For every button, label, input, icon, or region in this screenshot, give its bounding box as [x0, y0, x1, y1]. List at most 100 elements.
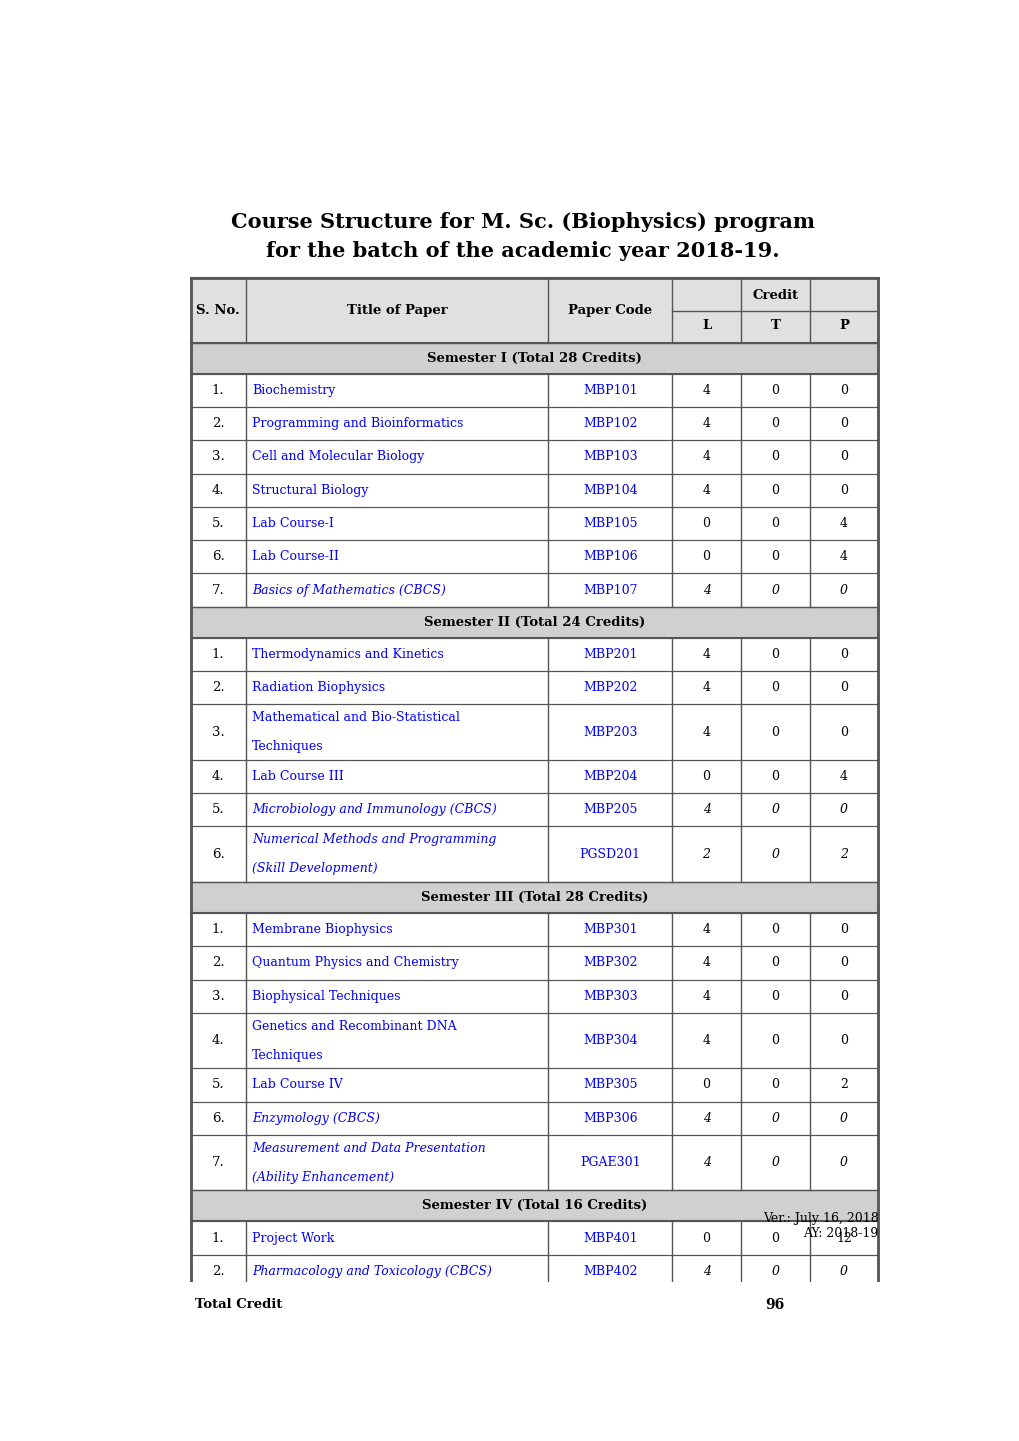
- Text: 0: 0: [702, 550, 710, 563]
- Text: 2.: 2.: [212, 957, 224, 970]
- Text: 0: 0: [770, 990, 779, 1003]
- Text: 0: 0: [770, 803, 779, 816]
- Text: 4: 4: [702, 726, 710, 739]
- Text: 0: 0: [770, 957, 779, 970]
- Text: 3.: 3.: [212, 726, 224, 739]
- Text: 0: 0: [840, 1112, 847, 1125]
- Text: MBP203: MBP203: [583, 726, 637, 739]
- Text: 3.: 3.: [212, 451, 224, 464]
- Text: MBP104: MBP104: [583, 484, 637, 497]
- Text: Pharmacology and Toxicology (CBCS): Pharmacology and Toxicology (CBCS): [252, 1265, 491, 1278]
- Text: 0: 0: [840, 451, 847, 464]
- Text: MBP103: MBP103: [583, 451, 637, 464]
- Text: Title of Paper: Title of Paper: [346, 304, 447, 317]
- Text: for the batch of the academic year 2018-19.: for the batch of the academic year 2018-…: [266, 241, 779, 261]
- Text: Lab Course-I: Lab Course-I: [252, 517, 333, 530]
- Text: MBP201: MBP201: [583, 648, 637, 661]
- Text: (Skill Development): (Skill Development): [252, 862, 377, 875]
- Text: MBP302: MBP302: [583, 957, 637, 970]
- Text: 4: 4: [702, 648, 710, 661]
- Text: Thermodynamics and Kinetics: Thermodynamics and Kinetics: [252, 648, 443, 661]
- Text: Genetics and Recombinant DNA: Genetics and Recombinant DNA: [252, 1020, 457, 1033]
- Text: 0: 0: [770, 418, 779, 431]
- Text: 4.: 4.: [212, 1035, 224, 1048]
- Text: 0: 0: [770, 924, 779, 937]
- Text: Structural Biology: Structural Biology: [252, 484, 368, 497]
- Text: 1.: 1.: [212, 1232, 224, 1245]
- Text: Lab Course-II: Lab Course-II: [252, 550, 338, 563]
- Text: 0: 0: [770, 648, 779, 661]
- Bar: [191, 607, 877, 638]
- Text: MBP205: MBP205: [583, 803, 637, 816]
- Text: Programming and Bioinformatics: Programming and Bioinformatics: [252, 418, 463, 431]
- Text: Membrane Biophysics: Membrane Biophysics: [252, 924, 392, 937]
- Text: 0: 0: [770, 383, 779, 396]
- Text: 0: 0: [840, 648, 847, 661]
- Text: T: T: [769, 318, 780, 331]
- Text: 0: 0: [770, 769, 779, 782]
- Text: 2.: 2.: [212, 682, 224, 695]
- Text: MBP102: MBP102: [583, 418, 637, 431]
- Text: 2: 2: [840, 847, 847, 860]
- Text: 5.: 5.: [212, 803, 224, 816]
- Text: P: P: [839, 318, 848, 331]
- Text: 0: 0: [840, 1156, 847, 1169]
- Text: MBP401: MBP401: [583, 1232, 637, 1245]
- Text: 0: 0: [840, 584, 847, 597]
- Text: 0: 0: [702, 1078, 710, 1091]
- Text: 0: 0: [770, 726, 779, 739]
- Text: 4: 4: [702, 990, 710, 1003]
- Text: 0: 0: [770, 584, 779, 597]
- Text: 4: 4: [702, 1112, 710, 1125]
- Text: 0: 0: [840, 990, 847, 1003]
- Text: 0: 0: [770, 1035, 779, 1048]
- Text: MBP306: MBP306: [583, 1112, 637, 1125]
- Text: 6.: 6.: [212, 1112, 224, 1125]
- Text: Numerical Methods and Programming: Numerical Methods and Programming: [252, 833, 496, 846]
- Text: 4: 4: [702, 451, 710, 464]
- Bar: [191, 278, 877, 343]
- Text: 1.: 1.: [212, 648, 224, 661]
- Text: 0: 0: [770, 517, 779, 530]
- Text: 6.: 6.: [212, 550, 224, 563]
- Text: 7.: 7.: [212, 1156, 224, 1169]
- Text: 0: 0: [840, 682, 847, 695]
- Text: 6.: 6.: [212, 847, 224, 860]
- Text: 0: 0: [840, 383, 847, 396]
- Text: 4: 4: [840, 769, 847, 782]
- Text: 1.: 1.: [212, 383, 224, 396]
- Text: (Ability Enhancement): (Ability Enhancement): [252, 1170, 393, 1183]
- Text: MBP301: MBP301: [583, 924, 637, 937]
- Text: 0: 0: [840, 957, 847, 970]
- Text: MBP304: MBP304: [583, 1035, 637, 1048]
- Text: MBP101: MBP101: [583, 383, 637, 396]
- Text: 1.: 1.: [212, 924, 224, 937]
- Text: 12: 12: [836, 1232, 851, 1245]
- Text: Basics of Mathematics (CBCS): Basics of Mathematics (CBCS): [252, 584, 445, 597]
- Text: 4: 4: [702, 1265, 710, 1278]
- Text: Biochemistry: Biochemistry: [252, 383, 335, 396]
- Text: L: L: [701, 318, 710, 331]
- Text: 5.: 5.: [212, 1078, 224, 1091]
- Text: Lab Course III: Lab Course III: [252, 769, 343, 782]
- Text: 5.: 5.: [212, 517, 224, 530]
- Text: MBP303: MBP303: [583, 990, 637, 1003]
- Text: MBP402: MBP402: [583, 1265, 637, 1278]
- Text: 0: 0: [702, 769, 710, 782]
- Text: Mathematical and Bio-Statistical: Mathematical and Bio-Statistical: [252, 712, 460, 725]
- Text: MBP204: MBP204: [583, 769, 637, 782]
- Text: MBP105: MBP105: [583, 517, 637, 530]
- Text: Semester I (Total 28 Credits): Semester I (Total 28 Credits): [427, 352, 641, 365]
- Text: Total Credit: Total Credit: [196, 1298, 282, 1311]
- Text: Microbiology and Immunology (CBCS): Microbiology and Immunology (CBCS): [252, 803, 496, 816]
- Text: 7.: 7.: [212, 584, 224, 597]
- Text: Paper Code: Paper Code: [568, 304, 652, 317]
- Text: Ver.: July 16, 2018
AY: 2018-19: Ver.: July 16, 2018 AY: 2018-19: [762, 1212, 877, 1241]
- Bar: [191, 343, 877, 373]
- Text: Semester IV (Total 16 Credits): Semester IV (Total 16 Credits): [422, 1199, 647, 1212]
- Text: 0: 0: [702, 1232, 710, 1245]
- Text: 0: 0: [770, 1156, 779, 1169]
- Text: MBP202: MBP202: [583, 682, 637, 695]
- Text: 0: 0: [770, 1112, 779, 1125]
- Text: Cell and Molecular Biology: Cell and Molecular Biology: [252, 451, 424, 464]
